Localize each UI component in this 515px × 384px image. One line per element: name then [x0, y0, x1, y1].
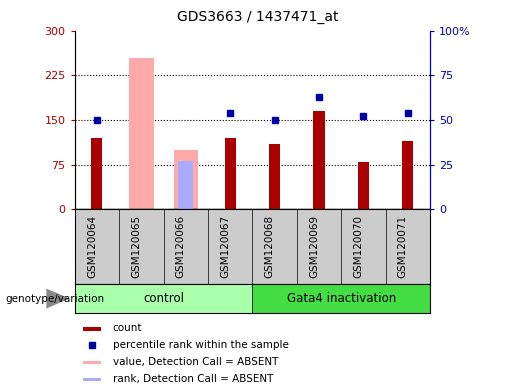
- Bar: [178, 161, 194, 209]
- Text: GSM120069: GSM120069: [309, 215, 319, 278]
- Text: Gata4 inactivation: Gata4 inactivation: [286, 292, 396, 305]
- Bar: [358, 162, 369, 209]
- Text: GSM120066: GSM120066: [176, 215, 186, 278]
- Bar: [314, 111, 324, 209]
- Bar: [129, 58, 153, 209]
- Bar: [91, 138, 102, 209]
- Text: GDS3663 / 1437471_at: GDS3663 / 1437471_at: [177, 10, 338, 23]
- Text: GSM120071: GSM120071: [398, 215, 408, 278]
- Bar: [174, 150, 198, 209]
- Text: count: count: [113, 323, 142, 333]
- Bar: [83, 327, 101, 331]
- Bar: [75, 284, 252, 313]
- Text: rank, Detection Call = ABSENT: rank, Detection Call = ABSENT: [113, 374, 273, 384]
- Text: GSM120064: GSM120064: [87, 215, 97, 278]
- Bar: [83, 361, 101, 364]
- Text: value, Detection Call = ABSENT: value, Detection Call = ABSENT: [113, 357, 278, 367]
- Text: control: control: [143, 292, 184, 305]
- Bar: [252, 284, 430, 313]
- Text: GSM120065: GSM120065: [131, 215, 141, 278]
- Polygon shape: [46, 289, 70, 309]
- Text: genotype/variation: genotype/variation: [5, 293, 104, 304]
- Bar: [269, 144, 280, 209]
- Text: GSM120067: GSM120067: [220, 215, 230, 278]
- Bar: [83, 378, 101, 381]
- Text: GSM120070: GSM120070: [353, 215, 364, 278]
- Text: GSM120068: GSM120068: [265, 215, 274, 278]
- Text: percentile rank within the sample: percentile rank within the sample: [113, 340, 288, 350]
- Bar: [225, 138, 236, 209]
- Bar: [402, 141, 414, 209]
